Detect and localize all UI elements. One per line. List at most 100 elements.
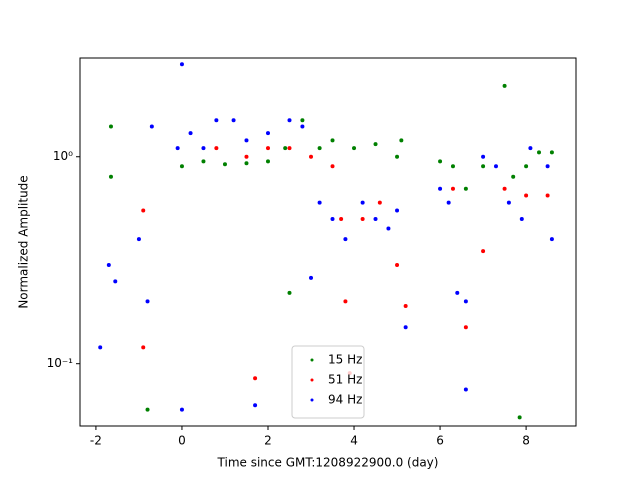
point	[524, 164, 529, 169]
point	[98, 345, 103, 350]
legend-box	[291, 345, 365, 419]
y-tick-label: 10⁻¹	[47, 356, 74, 370]
point	[222, 162, 227, 167]
point	[136, 237, 141, 242]
point	[481, 249, 486, 254]
point	[463, 325, 468, 330]
point	[145, 407, 150, 412]
point	[179, 62, 184, 67]
point	[438, 159, 443, 164]
x-tick-label: 2	[264, 434, 272, 448]
legend-marker	[310, 358, 314, 362]
point	[403, 304, 408, 309]
point	[343, 299, 348, 304]
point	[317, 200, 322, 205]
point	[253, 376, 258, 381]
point	[343, 237, 348, 242]
point	[201, 159, 206, 164]
point	[214, 118, 219, 123]
point	[517, 415, 522, 420]
point	[399, 138, 404, 143]
point	[149, 124, 154, 129]
point	[113, 279, 118, 284]
legend-label: 94 Hz	[328, 393, 362, 407]
point	[463, 186, 468, 191]
point	[549, 237, 554, 242]
point	[330, 217, 335, 222]
point	[106, 262, 111, 267]
point	[287, 118, 292, 123]
point	[395, 208, 400, 213]
point	[300, 118, 305, 123]
point	[506, 200, 511, 205]
point	[481, 154, 486, 159]
point	[265, 146, 270, 151]
point	[339, 217, 344, 222]
point	[481, 164, 486, 169]
point	[502, 83, 507, 88]
point	[524, 193, 529, 198]
point	[265, 131, 270, 136]
point	[549, 150, 554, 155]
x-tick-label: 6	[436, 434, 444, 448]
point	[317, 146, 322, 151]
point	[403, 325, 408, 330]
point	[545, 193, 550, 198]
point	[446, 200, 451, 205]
point	[214, 146, 219, 151]
point	[244, 138, 249, 143]
point	[253, 403, 258, 408]
point	[463, 387, 468, 392]
point	[300, 124, 305, 129]
point	[201, 146, 206, 151]
point	[395, 262, 400, 267]
point	[493, 164, 498, 169]
point	[386, 226, 391, 231]
point	[519, 217, 524, 222]
point	[377, 200, 382, 205]
point	[265, 159, 270, 164]
point	[244, 154, 249, 159]
point	[511, 174, 516, 179]
point	[141, 345, 146, 350]
legend-marker	[310, 398, 314, 402]
point	[450, 186, 455, 191]
point	[330, 164, 335, 169]
x-tick-label: 0	[178, 434, 186, 448]
point	[450, 164, 455, 169]
point	[502, 186, 507, 191]
point	[395, 154, 400, 159]
x-axis-label: Time since GMT:1208922900.0 (day)	[217, 456, 439, 470]
point	[108, 124, 113, 129]
point	[455, 290, 460, 295]
point	[463, 299, 468, 304]
legend-label: 15 Hz	[328, 353, 362, 367]
point	[373, 217, 378, 222]
y-axis-label: Normalized Amplitude	[17, 175, 31, 308]
point	[360, 200, 365, 205]
point	[309, 275, 314, 280]
point	[309, 154, 314, 159]
y-tick-label: 10⁰	[53, 149, 73, 163]
point	[360, 217, 365, 222]
legend-marker	[310, 378, 314, 382]
point	[330, 138, 335, 143]
x-tick-label: 8	[522, 434, 530, 448]
point	[145, 299, 150, 304]
plot-frame	[79, 57, 577, 427]
point	[179, 164, 184, 169]
point	[438, 186, 443, 191]
point	[287, 290, 292, 295]
point	[283, 146, 288, 151]
point	[545, 164, 550, 169]
point	[231, 118, 236, 123]
legend-label: 51 Hz	[328, 373, 362, 387]
point	[188, 131, 193, 136]
point	[179, 407, 184, 412]
x-tick-label: 4	[350, 434, 358, 448]
point	[528, 146, 533, 151]
point	[108, 174, 113, 179]
x-tick-label: -2	[90, 434, 102, 448]
point	[287, 146, 292, 151]
